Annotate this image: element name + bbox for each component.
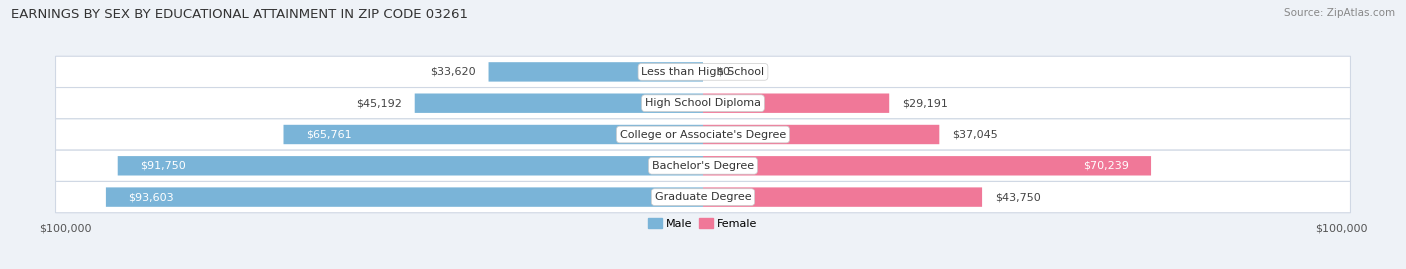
- FancyBboxPatch shape: [703, 94, 889, 113]
- Text: Source: ZipAtlas.com: Source: ZipAtlas.com: [1284, 8, 1395, 18]
- Text: College or Associate's Degree: College or Associate's Degree: [620, 129, 786, 140]
- FancyBboxPatch shape: [55, 119, 1351, 150]
- Text: $70,239: $70,239: [1083, 161, 1129, 171]
- FancyBboxPatch shape: [55, 182, 1351, 213]
- Text: $65,761: $65,761: [307, 129, 352, 140]
- FancyBboxPatch shape: [703, 156, 1152, 175]
- Text: $33,620: $33,620: [430, 67, 475, 77]
- Text: High School Diploma: High School Diploma: [645, 98, 761, 108]
- Text: $91,750: $91,750: [141, 161, 186, 171]
- FancyBboxPatch shape: [415, 94, 703, 113]
- FancyBboxPatch shape: [703, 187, 981, 207]
- Text: $29,191: $29,191: [903, 98, 948, 108]
- Text: $93,603: $93,603: [128, 192, 174, 202]
- FancyBboxPatch shape: [55, 87, 1351, 119]
- Text: Less than High School: Less than High School: [641, 67, 765, 77]
- Text: $45,192: $45,192: [356, 98, 402, 108]
- FancyBboxPatch shape: [55, 150, 1351, 182]
- FancyBboxPatch shape: [55, 56, 1351, 87]
- FancyBboxPatch shape: [118, 156, 703, 175]
- Text: EARNINGS BY SEX BY EDUCATIONAL ATTAINMENT IN ZIP CODE 03261: EARNINGS BY SEX BY EDUCATIONAL ATTAINMEN…: [11, 8, 468, 21]
- Text: $37,045: $37,045: [952, 129, 998, 140]
- FancyBboxPatch shape: [488, 62, 703, 82]
- FancyBboxPatch shape: [284, 125, 703, 144]
- Legend: Male, Female: Male, Female: [648, 218, 758, 229]
- Text: $43,750: $43,750: [995, 192, 1040, 202]
- FancyBboxPatch shape: [703, 125, 939, 144]
- Text: $0: $0: [716, 67, 730, 77]
- Text: Graduate Degree: Graduate Degree: [655, 192, 751, 202]
- FancyBboxPatch shape: [105, 187, 703, 207]
- Text: Bachelor's Degree: Bachelor's Degree: [652, 161, 754, 171]
